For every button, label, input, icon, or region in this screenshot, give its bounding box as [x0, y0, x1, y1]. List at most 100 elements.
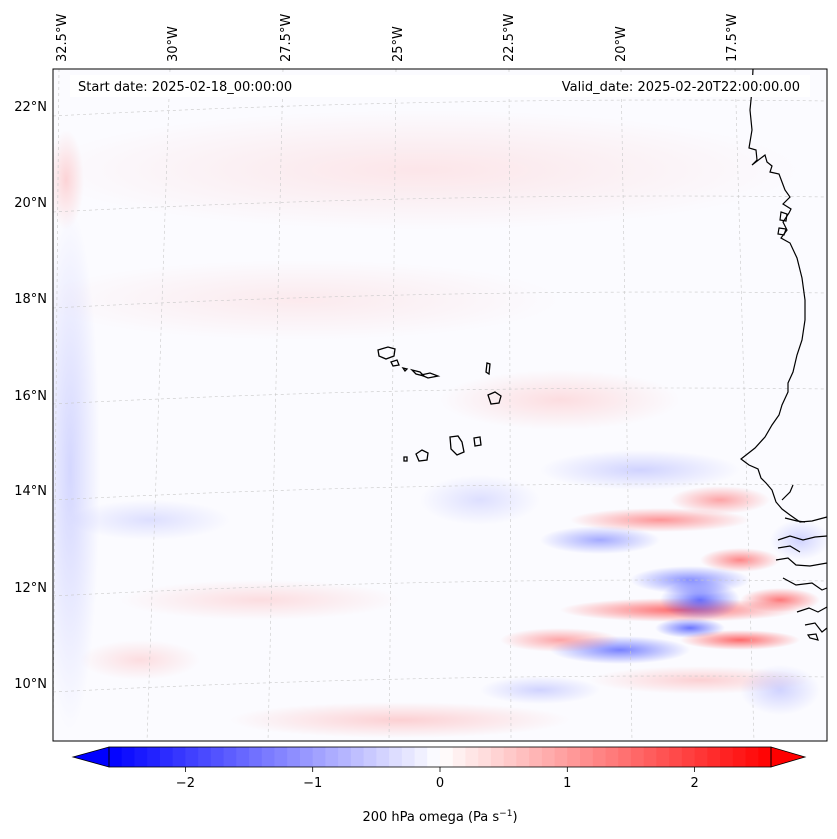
- colorbar-label: 200 hPa omega (Pa s−1): [362, 809, 517, 825]
- island-boa-vista: [487, 391, 502, 405]
- colorbar-segment: [503, 747, 517, 767]
- colorbar-segment: [465, 747, 479, 767]
- colorbar-tick-label: 1: [563, 776, 571, 791]
- lat-label: 12°N: [14, 581, 47, 596]
- lon-label: 27.5°W: [279, 14, 294, 62]
- colorbar-segment: [656, 747, 670, 767]
- island-sal: [485, 362, 491, 376]
- colorbar-label-main: 200 hPa omega (Pa s: [362, 810, 499, 825]
- colorbar-segment: [541, 747, 556, 767]
- colorbar-segment: [223, 747, 237, 767]
- colorbar-segment: [580, 747, 594, 767]
- colorbar-label-close: ): [512, 810, 517, 825]
- longitude-labels: 32.5°W 30°W 27.5°W 25°W 22.5°W 20°W 17.5…: [55, 14, 740, 62]
- colorbar-tick-label: 2: [690, 776, 698, 791]
- colorbar-segment: [758, 747, 772, 767]
- lat-label: 16°N: [14, 389, 47, 404]
- colorbar-segment: [350, 747, 365, 767]
- colorbar-segment: [376, 747, 390, 767]
- lat-label: 10°N: [14, 677, 47, 692]
- colorbar-label-exponent: −1: [499, 809, 512, 819]
- lon-label: 25°W: [391, 26, 406, 62]
- lat-label: 20°N: [14, 196, 47, 211]
- valid-date-label: Valid_date: 2025-02-20T22:00:00.00: [562, 80, 800, 95]
- colorbar-segment: [681, 747, 696, 767]
- date-header-band: [70, 75, 810, 97]
- colorbar-segment: [707, 747, 721, 767]
- colorbar-segment: [274, 747, 288, 767]
- colorbar-segment: [567, 747, 581, 767]
- colorbar-segment: [287, 747, 301, 767]
- colorbar-tick-label: −1: [303, 776, 322, 791]
- colorbar-segment: [147, 747, 161, 767]
- colorbar-segment: [618, 747, 632, 767]
- colorbar-segment: [121, 747, 136, 767]
- island-santiago: [449, 435, 465, 456]
- colorbar-segment: [529, 747, 543, 767]
- colorbar-segment: [261, 747, 276, 767]
- colorbar-segment: [109, 747, 123, 767]
- colorbar-ticks: −2 −1 0 1 2: [176, 767, 699, 791]
- colorbar-segment: [172, 747, 186, 767]
- colorbar-segment: [478, 747, 492, 767]
- colorbar-segment: [745, 747, 759, 767]
- colorbar-segment: [490, 747, 505, 767]
- island-sao-nicolau-east: [418, 372, 441, 379]
- colorbar-extend-min: [71, 746, 110, 768]
- lon-label: 20°W: [614, 26, 629, 62]
- colorbar-tick-label: 0: [436, 776, 444, 791]
- lon-label: 32.5°W: [55, 14, 70, 62]
- colorbar-segment: [363, 747, 377, 767]
- lat-label: 18°N: [14, 292, 47, 307]
- colorbar-segment: [669, 747, 683, 767]
- latitude-labels: 22°N 20°N 18°N 16°N 14°N 12°N 10°N: [14, 100, 47, 692]
- island-brava: [403, 456, 408, 462]
- colorbar-segment: [414, 747, 428, 767]
- cabo-verde-islands: [377, 346, 502, 462]
- colorbar-segment: [198, 747, 212, 767]
- west-african-coastline: [740, 68, 828, 641]
- colorbar-segment: [720, 747, 734, 767]
- colorbar-segment: [299, 747, 314, 767]
- island-maio: [473, 436, 482, 447]
- colorbar-segment: [694, 747, 708, 767]
- colorbar-segment: [185, 747, 199, 767]
- colorbar: −2 −1 0 1 2 200 hPa omega (Pa s−1): [71, 746, 807, 825]
- colorbar-segment: [338, 747, 352, 767]
- colorbar-segments: [109, 747, 772, 767]
- colorbar-extend-max: [770, 746, 807, 768]
- colorbar-segment: [630, 747, 645, 767]
- colorbar-segment: [236, 747, 250, 767]
- island-fogo: [415, 449, 429, 462]
- colorbar-segment: [554, 747, 568, 767]
- lon-label: 22.5°W: [502, 14, 517, 62]
- colorbar-segment: [134, 747, 148, 767]
- start-date-label: Start date: 2025-02-18_00:00:00: [78, 80, 292, 95]
- gridlines: [53, 69, 827, 741]
- colorbar-segment: [643, 747, 658, 767]
- colorbar-segment: [592, 747, 607, 767]
- omega-field: [53, 110, 827, 738]
- colorbar-segment: [325, 747, 339, 767]
- colorbar-segment: [249, 747, 263, 767]
- colorbar-segment: [452, 747, 467, 767]
- lat-label: 22°N: [14, 100, 47, 115]
- island-santa-luzia: [401, 366, 409, 373]
- lon-label: 30°W: [166, 26, 181, 62]
- colorbar-segment: [210, 747, 225, 767]
- map-panel: Start date: 2025-02-18_00:00:00 Valid_da…: [52, 68, 828, 742]
- island-santo-antao: [377, 346, 396, 360]
- colorbar-segment: [389, 747, 403, 767]
- colorbar-segment: [732, 747, 747, 767]
- colorbar-segment: [605, 747, 619, 767]
- colorbar-segment: [159, 747, 174, 767]
- colorbar-segment: [440, 747, 454, 767]
- colorbar-segment: [401, 747, 416, 767]
- colorbar-tick-label: −2: [176, 776, 195, 791]
- map-frame: [52, 68, 828, 742]
- colorbar-segment: [516, 747, 530, 767]
- colorbar-segment: [427, 747, 441, 767]
- lon-label: 17.5°W: [725, 14, 740, 62]
- lat-label: 14°N: [14, 484, 47, 499]
